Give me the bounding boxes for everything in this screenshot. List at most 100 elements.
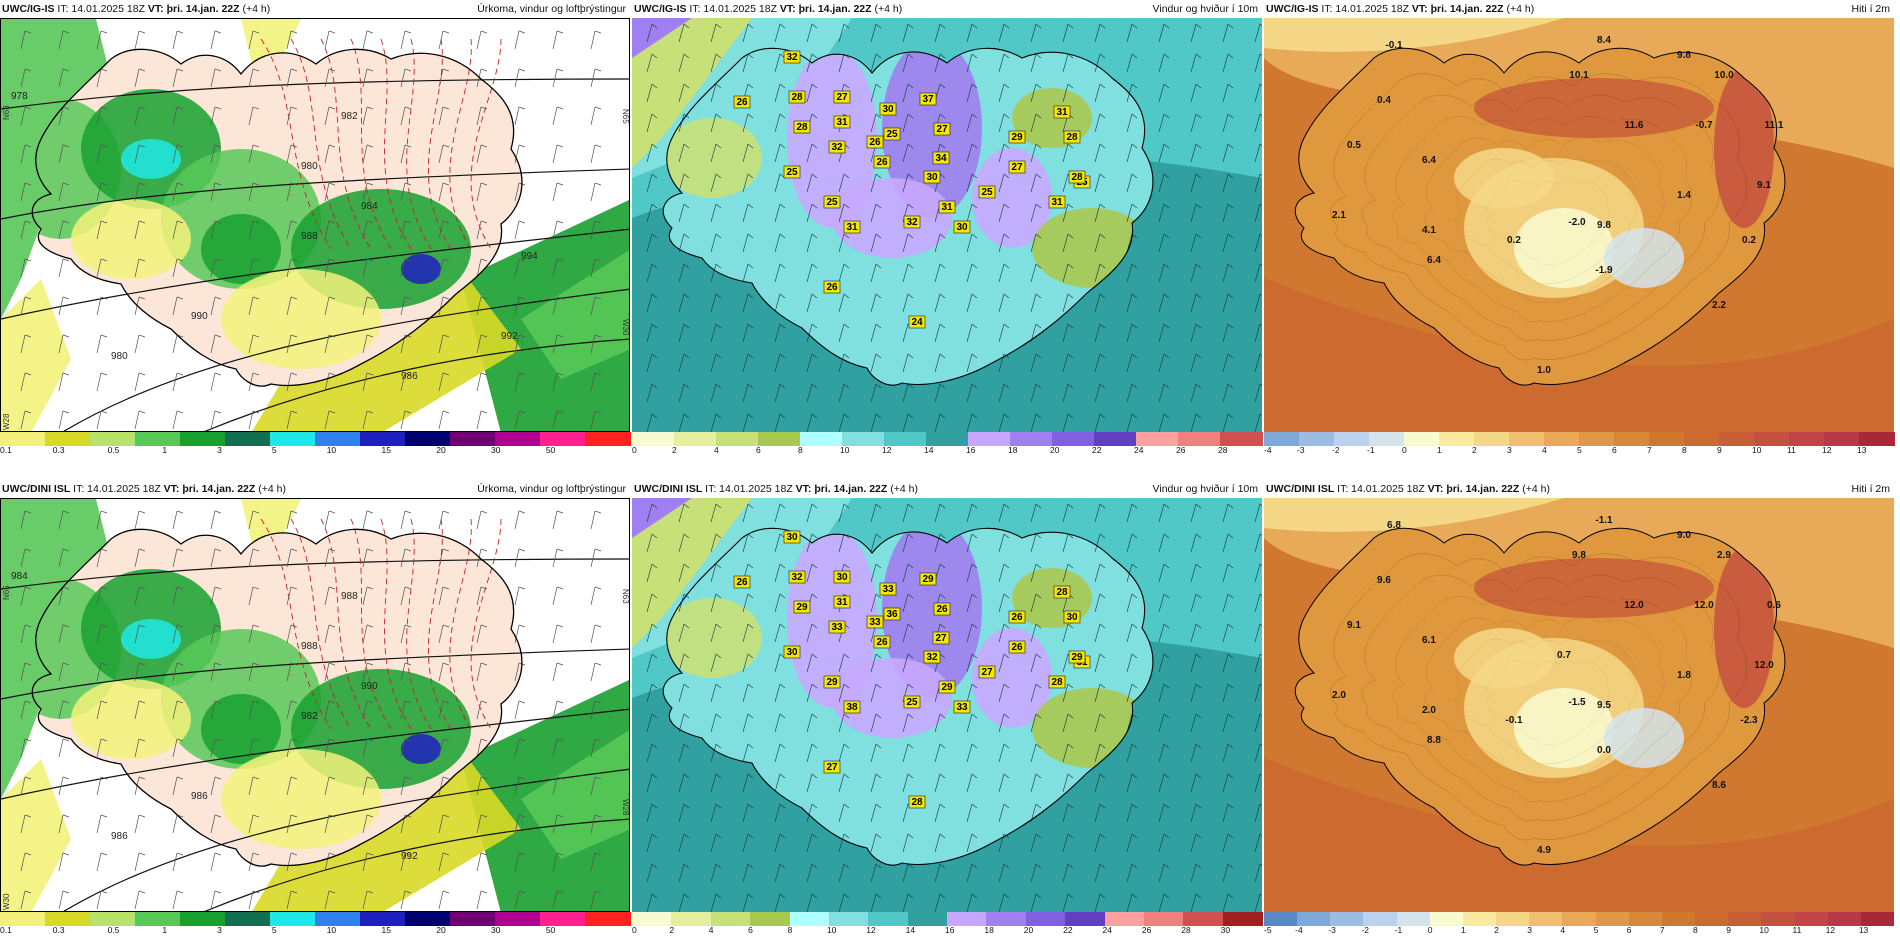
colorbar-swatch [926, 432, 969, 446]
colorbar-tick: 4 [1542, 445, 1547, 455]
colorbar-tick: 12 [866, 925, 876, 935]
svg-text:25: 25 [826, 197, 838, 208]
panel-dini-precip: UWC/DINI ISL IT: 14.01.2025 18Z VT: þri.… [0, 480, 631, 935]
colorbar-swatch [750, 912, 790, 926]
it-label: IT: 14.01.2025 18Z [73, 483, 161, 495]
panel-header: UWC/IG-IS IT: 14.01.2025 18Z VT: þri. 14… [1264, 0, 1894, 18]
gust-label: 28 [1068, 170, 1086, 184]
svg-text:27: 27 [935, 633, 947, 644]
colorbar-tick: 28 [1218, 445, 1228, 455]
colorbar-swatch [225, 432, 271, 446]
gust-label: 27 [833, 90, 851, 104]
colorbar-tick: 24 [1134, 445, 1144, 455]
colorbar-swatch [90, 912, 136, 926]
colorbar-tick: 0.5 [107, 925, 120, 935]
colorbar-swatch [1065, 912, 1105, 926]
colorbar-swatch [1330, 912, 1364, 926]
colorbar-swatch [1789, 432, 1825, 446]
gust-label: 28 [793, 120, 811, 134]
colorbar-swatch [180, 432, 226, 446]
gust-label: 25 [783, 165, 801, 179]
svg-text:27: 27 [826, 762, 838, 773]
colorbar-tick: 3 [217, 445, 222, 455]
temperature-label: 4.1 [1422, 225, 1436, 236]
colorbar-tick: 20 [436, 445, 446, 455]
gust-label: 29 [938, 680, 956, 694]
colorbar-swatch [1297, 912, 1331, 926]
gust-label: 34 [932, 151, 950, 165]
map-precip[interactable]: 978 980 980 982 984 986 988 990 992 994 N63 W28 N65 W… [0, 18, 630, 432]
colorbar-swatch [1439, 432, 1475, 446]
temperature-label: 0.6 [1767, 600, 1781, 611]
gust-label: 26 [873, 155, 891, 169]
colorbar-swatch [225, 912, 271, 926]
svg-text:33: 33 [882, 584, 894, 595]
model-label: UWC/IG-IS [634, 3, 687, 15]
map-precip[interactable]: 984 986 988 988 990 992 982 986 N65 W30 N63 W28 [0, 498, 630, 912]
map-temp[interactable]: -0.1 8.4 9.8 0.4 10.1 10.0 0.5 11.6 -0.7 11.1 9.8 6… [1264, 18, 1894, 432]
svg-text:29: 29 [796, 602, 808, 613]
colorbar-tick: 10 [1752, 445, 1762, 455]
colorbar-swatch [315, 912, 361, 926]
svg-text:30: 30 [1066, 612, 1078, 623]
colorbar-swatch [1860, 912, 1895, 926]
gust-label: 30 [783, 645, 801, 659]
panel-title: Vindur og hviður í 10m [1152, 483, 1258, 495]
colorbar-tick: 2 [1494, 925, 1499, 935]
panel-header: UWC/DINI ISL IT: 14.01.2025 18Z VT: þri.… [0, 480, 630, 498]
svg-text:25: 25 [906, 697, 918, 708]
gust-label: 28 [1053, 585, 1071, 599]
colorbar-tick: -3 [1297, 445, 1305, 455]
lead-label: (+4 h) [258, 483, 286, 495]
map-wind[interactable]: 32 28 26 28 32 25 27 30 25 31 26 25 31 30 37 27 34 26 31 32… [632, 18, 1262, 432]
gust-label: 30 [923, 170, 941, 184]
colorbar-tick: 18 [1008, 445, 1018, 455]
colorbar-swatch [450, 912, 496, 926]
colorbar-tick: 2 [672, 445, 677, 455]
colorbar-tick: 50 [545, 445, 556, 455]
colorbar-swatch [789, 912, 830, 926]
svg-text:32: 32 [906, 217, 918, 228]
colorbar-tick: 16 [966, 445, 976, 455]
colorbar-tick: 50 [545, 925, 556, 935]
colorbar-tick: 20 [1023, 925, 1034, 935]
svg-text:29: 29 [941, 682, 953, 693]
colorbar-swatch [632, 432, 675, 446]
gust-label: 26 [933, 602, 951, 616]
colorbar-tick: 0.1 [0, 445, 12, 455]
colorbar-swatch [1136, 432, 1179, 446]
temperature-label: 8.6 [1712, 780, 1726, 791]
colorbar-swatch [270, 912, 316, 926]
colorbar-swatch [90, 432, 136, 446]
colorbar-tick: 6 [748, 925, 753, 935]
colorbar-tick: 22 [1063, 925, 1073, 935]
colorbar-swatch [270, 432, 316, 446]
colorbar-swatch [1661, 912, 1696, 926]
temperature-label: 0.7 [1557, 650, 1571, 661]
svg-text:26: 26 [1011, 642, 1023, 653]
colorbar-tick: 5 [271, 445, 277, 455]
svg-text:26: 26 [876, 637, 888, 648]
temperature-label: 9.0 [1677, 530, 1691, 541]
colorbar-tick: 10 [840, 445, 850, 455]
colorbar-swatch [674, 432, 717, 446]
svg-text:29: 29 [826, 677, 838, 688]
colorbar-tick: 0.5 [107, 445, 120, 455]
colorbar-tick: 15 [381, 925, 391, 935]
map-wind[interactable]: 30 32 26 29 33 30 30 33 29 38 33 36 31 32 29 26 27 26 29 25… [632, 498, 1262, 912]
graticule-label: N63 [621, 589, 630, 604]
gust-label: 29 [1008, 130, 1026, 144]
colorbar-tick: 8 [1693, 925, 1698, 935]
temperature-label: -2.3 [1740, 715, 1758, 726]
colorbar-tick: -2 [1332, 445, 1340, 455]
temperature-label: 10.0 [1714, 70, 1734, 81]
temperature-label: 6.8 [1387, 520, 1401, 531]
temperature-label: 2.9 [1717, 550, 1731, 561]
colorbar-tick: -1 [1394, 925, 1403, 935]
svg-text:27: 27 [1011, 162, 1023, 173]
colorbar-swatch [671, 912, 712, 926]
colorbar-tick: 5 [1593, 925, 1599, 935]
gust-label: 25 [883, 127, 901, 141]
colorbar-swatch [1595, 912, 1630, 926]
map-temp[interactable]: 6.8 -1.1 9.0 9.6 9.8 2.9 9.1 12.0 12.0 0.6 9.5 6.1 1… [1264, 498, 1894, 912]
